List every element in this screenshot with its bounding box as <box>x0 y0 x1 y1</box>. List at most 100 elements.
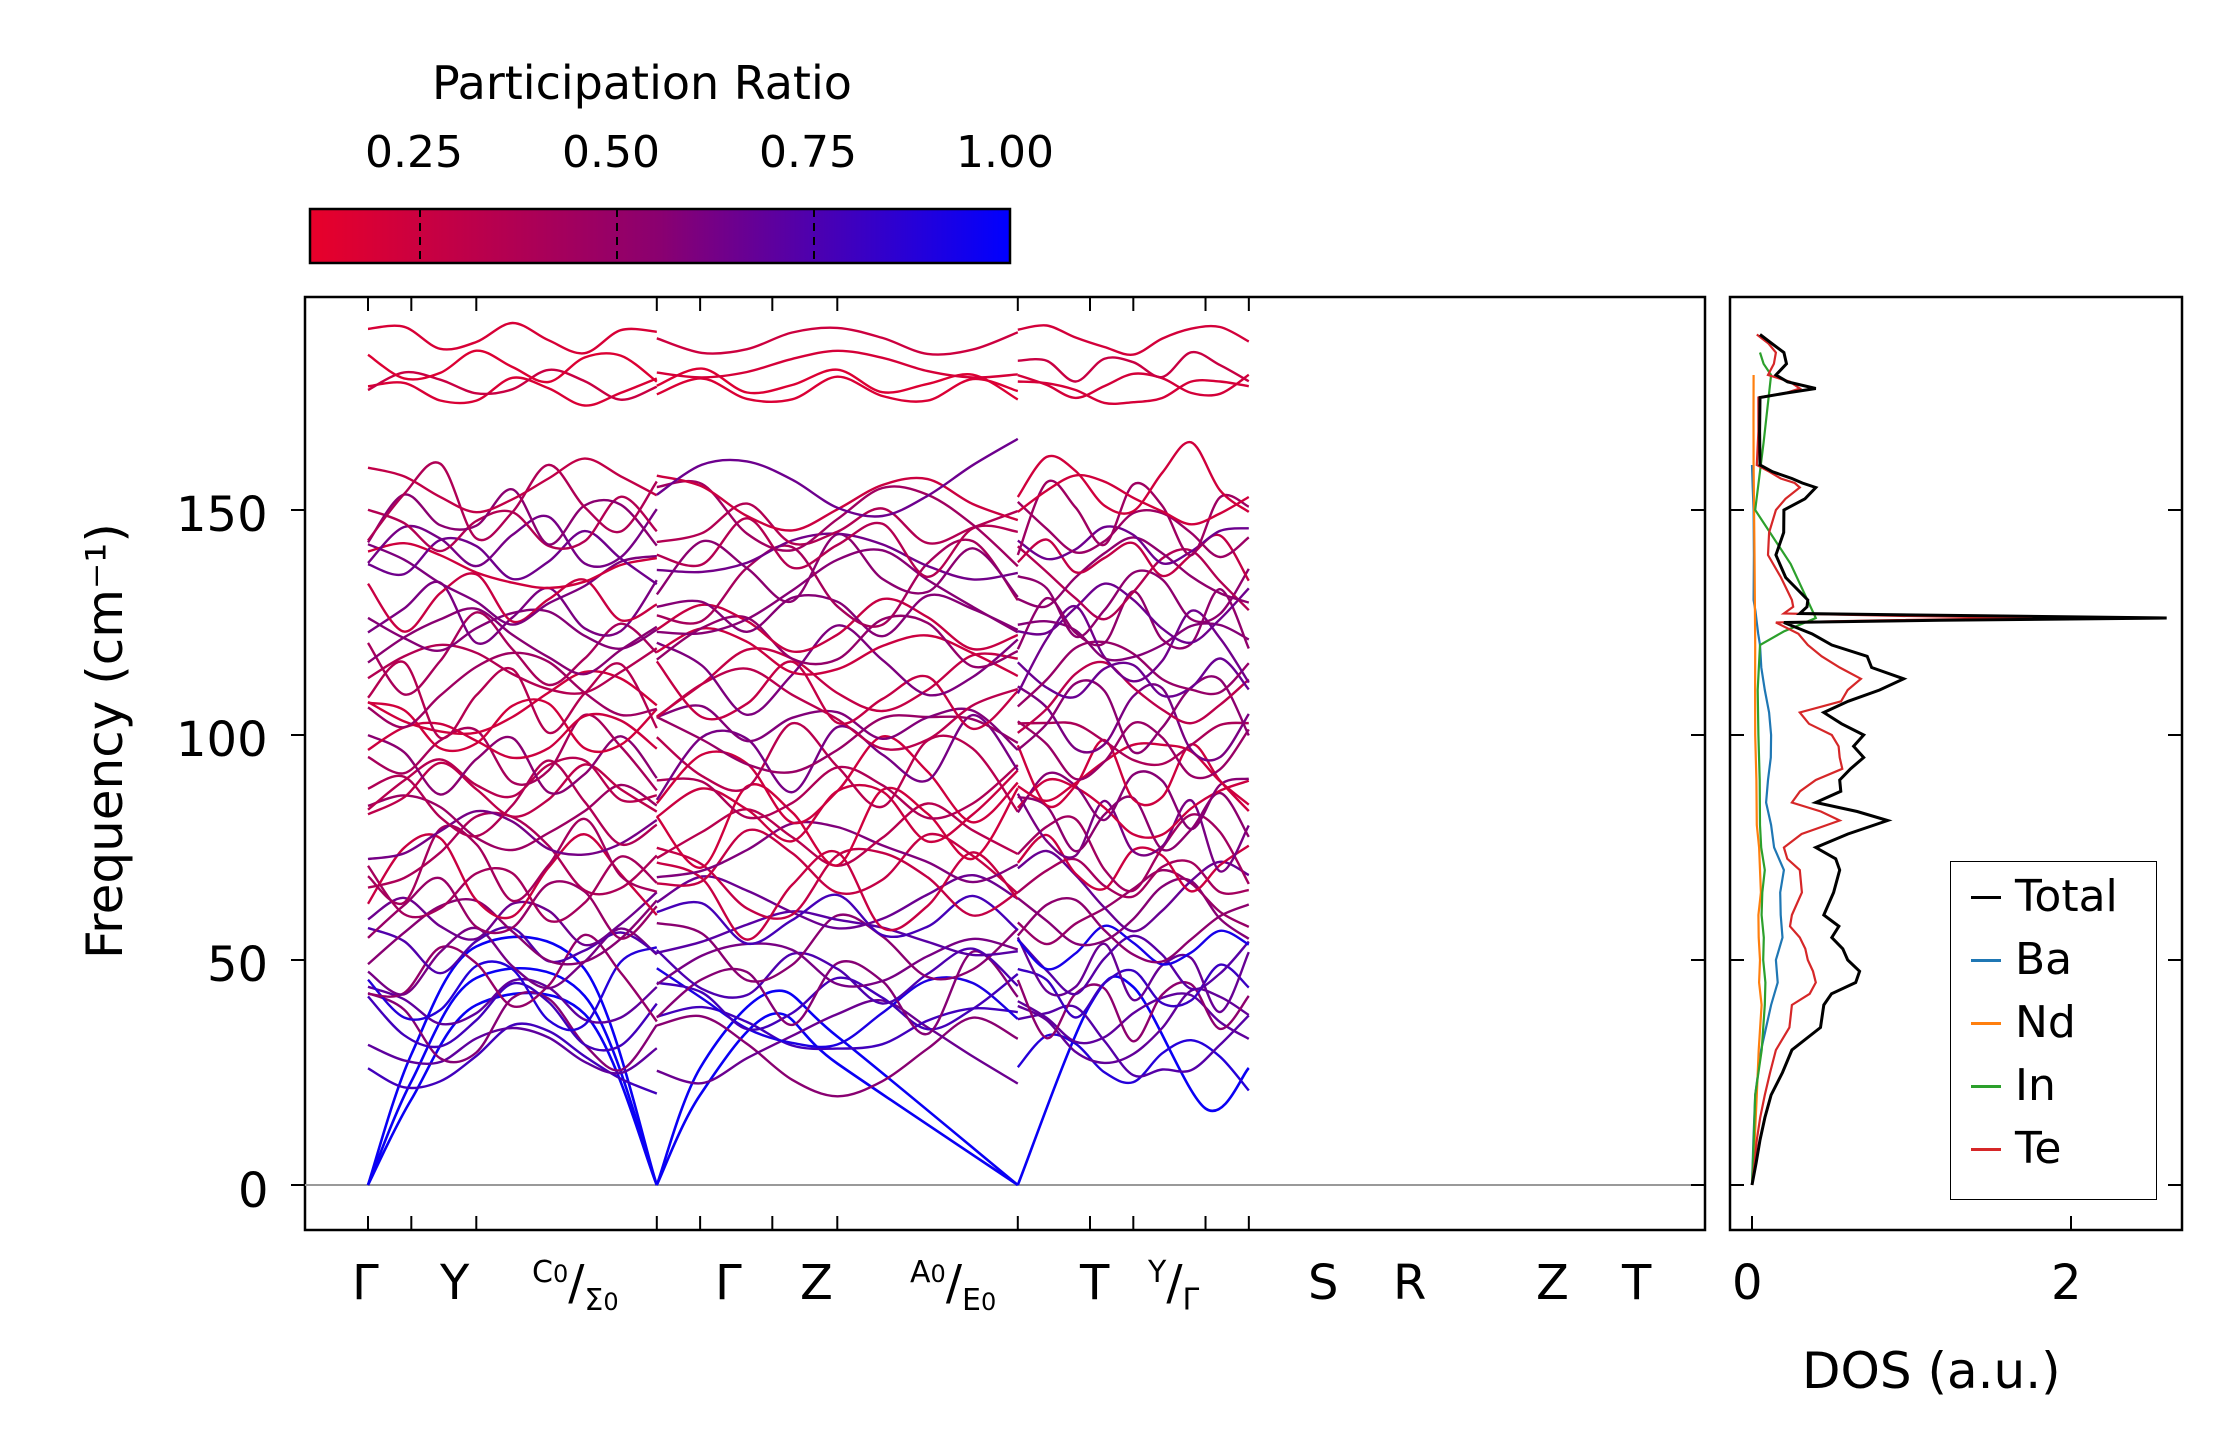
optical-branch <box>656 517 1018 579</box>
optical-branch <box>1016 501 1250 559</box>
kpoint-z-2: Z <box>1536 1255 1569 1311</box>
optical-branch <box>367 368 658 401</box>
optical-branch <box>1017 721 1249 767</box>
optical-branch <box>1016 979 1250 1043</box>
optical-branch <box>656 937 1019 988</box>
optical-branch <box>656 828 1019 895</box>
colorbar-tick-050: 0.50 <box>562 127 660 178</box>
acoustic-branch-TA1b <box>655 1012 1019 1187</box>
optical-branch <box>1016 777 1250 839</box>
optical-branch <box>656 820 1019 884</box>
optical-branch <box>656 722 1019 813</box>
ytick-100: 100 <box>176 712 268 768</box>
optical-branch <box>655 713 1019 801</box>
kpoint-r: R <box>1393 1255 1427 1311</box>
optical-branch <box>367 651 658 729</box>
ytick-150: 150 <box>176 487 268 543</box>
optical-branch <box>1017 857 1249 899</box>
optical-branch <box>656 1014 1019 1098</box>
kpoint-t-1: T <box>1080 1255 1110 1311</box>
colorbar-ticks <box>419 209 815 263</box>
optical-branch <box>1017 372 1250 400</box>
optical-branch <box>367 488 658 547</box>
optical-branch <box>656 626 1019 678</box>
kpoint-y: Y <box>440 1255 470 1311</box>
optical-branch <box>367 756 658 811</box>
optical-branch <box>656 849 1019 941</box>
optical-branch <box>367 977 658 1026</box>
kpoint-gamma-2: Γ <box>715 1255 742 1311</box>
optical-branch <box>367 855 658 923</box>
kpoint-s: S <box>1308 1255 1339 1311</box>
kpoint-z-1: Z <box>800 1255 833 1311</box>
optical-branch <box>367 579 658 645</box>
kpoint-sigma0: Σ0 <box>584 1282 619 1318</box>
optical-branch <box>367 876 658 940</box>
kpoint-e0: E0 <box>961 1282 997 1318</box>
legend-swatch-ba <box>1971 959 2001 962</box>
optical-branch <box>656 326 1019 356</box>
optical-branch <box>367 817 658 906</box>
legend-label-in: In <box>2015 1060 2056 1111</box>
optical-branch <box>1016 924 1250 971</box>
dos-lines <box>1750 333 2167 1186</box>
kpoint-y-top: Y <box>1148 1255 1167 1290</box>
optical-branch <box>1016 675 1250 755</box>
optical-branch <box>367 761 658 818</box>
optical-branch <box>1017 525 1249 565</box>
optical-branch <box>367 349 658 384</box>
legend-swatch-te <box>1971 1148 2001 1151</box>
dos-series-in <box>1750 352 1818 1186</box>
optical-branch <box>656 893 1019 945</box>
optical-branch <box>1017 324 1250 356</box>
optical-branch <box>1016 793 1250 873</box>
optical-branch <box>367 669 658 736</box>
dos-x-axis-label: DOS (a.u.) <box>1802 1342 2061 1400</box>
legend-label-nd: Nd <box>2015 997 2076 1048</box>
optical-branch <box>656 437 1019 518</box>
optical-branch <box>655 783 1019 869</box>
legend-label-total: Total <box>2015 871 2118 922</box>
optical-branch <box>1017 963 1250 1019</box>
optical-branch <box>655 660 1019 731</box>
acoustic-branch-TA1 <box>366 991 658 1186</box>
kpoint-c0: C0 <box>532 1255 569 1290</box>
optical-branch <box>1016 936 1250 1014</box>
optical-branch <box>1017 987 1250 1065</box>
acoustic-branch-LA <box>366 935 659 1186</box>
optical-branch <box>367 461 658 542</box>
optical-branch <box>656 913 1019 983</box>
optical-branch <box>1017 473 1250 526</box>
dos-series-total <box>1750 333 2167 1186</box>
optical-branch <box>1016 640 1250 708</box>
optical-branch <box>367 321 657 355</box>
optical-branch <box>656 667 1019 751</box>
optical-branch <box>656 950 1019 1036</box>
dos-panel <box>1728 295 2184 1232</box>
optical-branch <box>655 735 1019 825</box>
colorbar-tick-075: 0.75 <box>759 127 857 178</box>
optical-branch <box>367 946 658 1032</box>
y-axis-label: Frequency (cm⁻¹) <box>76 523 134 959</box>
optical-branch <box>1016 479 1250 557</box>
optical-branch <box>656 647 1018 718</box>
colorbar <box>308 207 1012 265</box>
acoustic-branch-LAb <box>1016 975 1250 1186</box>
optical-branch <box>656 597 1019 653</box>
optical-branch <box>367 541 658 590</box>
optical-branch <box>656 972 1019 1031</box>
optical-branch <box>1016 770 1250 831</box>
optical-branch <box>367 608 658 652</box>
optical-branch <box>656 910 1018 957</box>
optical-branch <box>1016 738 1250 812</box>
ytick-0: 0 <box>238 1163 269 1219</box>
optical-branch <box>1017 619 1250 662</box>
legend-label-ba: Ba <box>2015 934 2073 985</box>
optical-branch <box>367 811 658 896</box>
dos-xtick-0: 0 <box>1732 1255 1763 1311</box>
optical-branch <box>656 367 1019 401</box>
optical-branch <box>1017 582 1250 645</box>
optical-branch <box>367 981 658 1052</box>
optical-branch <box>367 990 658 1072</box>
kpoint-y-gamma: Y/Γ <box>1148 1255 1200 1318</box>
